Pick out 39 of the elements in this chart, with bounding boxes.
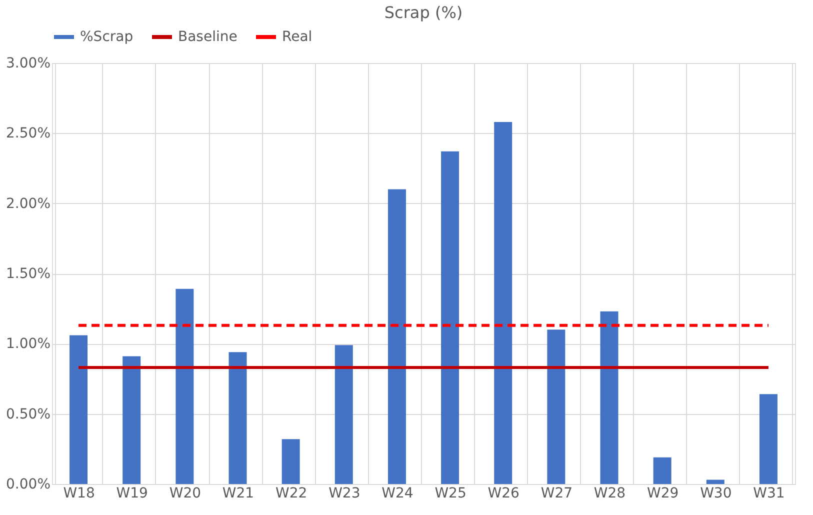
y-tick-label: 0.50%	[6, 406, 50, 422]
legend-label: %Scrap	[80, 29, 134, 45]
x-tick-label: W18	[63, 486, 95, 502]
legend-label: Baseline	[178, 29, 238, 45]
x-tick-label: W30	[700, 486, 732, 502]
x-tick-label: W27	[540, 486, 573, 502]
y-tick-label: 1.50%	[6, 266, 50, 282]
bar	[334, 345, 353, 484]
bar	[759, 394, 778, 484]
y-tick-label: 0.00%	[6, 476, 50, 492]
x-tick-label: W21	[222, 486, 254, 502]
x-tick-label: W25	[434, 486, 466, 502]
bar	[70, 335, 88, 484]
bar	[122, 356, 141, 484]
x-tick-label: W22	[275, 486, 308, 502]
x-tick-label: W20	[169, 486, 202, 502]
x-tick-label: W31	[753, 486, 785, 502]
x-tick-label: W28	[594, 486, 626, 502]
chart-title: Scrap (%)	[384, 3, 463, 22]
bar	[494, 122, 512, 484]
bar	[600, 311, 618, 484]
bar	[176, 288, 194, 484]
y-tick-label: 2.00%	[6, 196, 50, 212]
y-tick-label: 1.00%	[6, 336, 50, 352]
bar	[653, 457, 672, 484]
x-tick-label: W26	[488, 486, 520, 502]
bar	[282, 439, 300, 484]
legend-label: Real	[282, 29, 312, 45]
x-tick-label: W19	[116, 486, 148, 502]
bar	[388, 189, 406, 484]
bar	[547, 330, 566, 484]
bar	[228, 352, 247, 484]
y-tick-label: 2.50%	[6, 126, 50, 142]
y-tick-label: 3.00%	[6, 56, 50, 72]
x-tick-label: W24	[382, 486, 414, 502]
x-tick-label: W29	[646, 486, 679, 502]
bar	[706, 480, 724, 484]
bar	[441, 151, 460, 484]
x-tick-label: W23	[328, 486, 360, 502]
